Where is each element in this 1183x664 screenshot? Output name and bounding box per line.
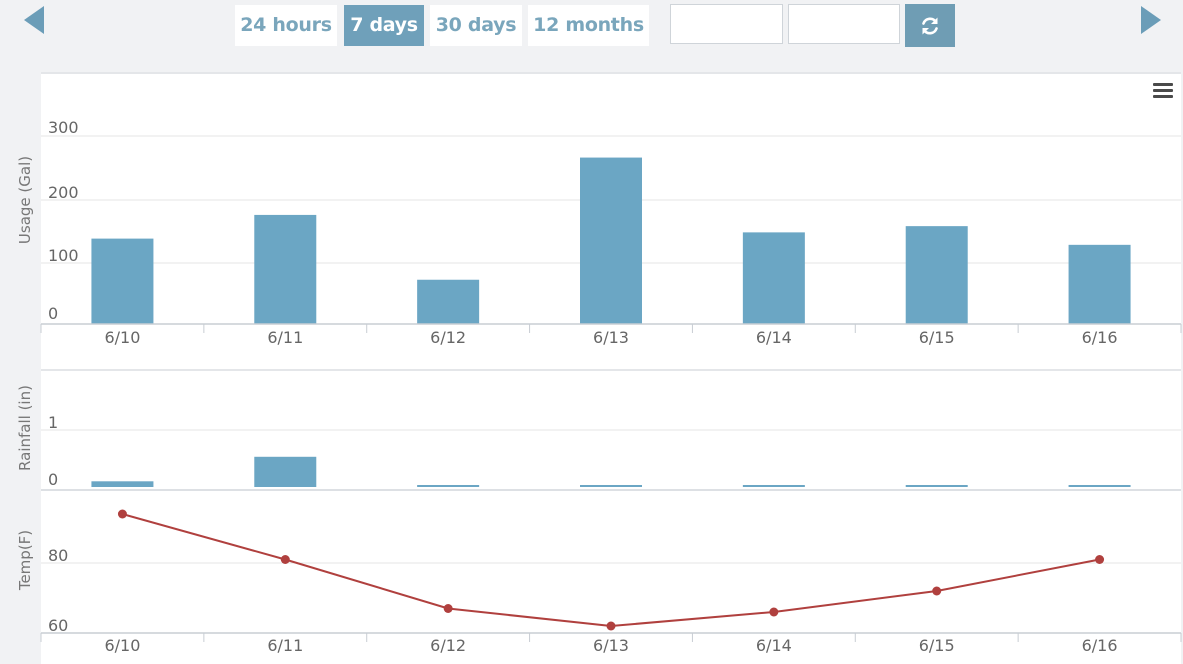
temp-point — [117, 509, 127, 519]
x-tick-label: 6/11 — [267, 328, 303, 347]
x-tick-label: 6/11 — [267, 636, 303, 655]
y-tick-label: 60 — [48, 616, 68, 635]
end-date-input[interactable] — [788, 4, 900, 44]
range-30-days-button[interactable]: 30 days — [430, 5, 522, 46]
range-12-months-button[interactable]: 12 months — [528, 5, 649, 46]
temp-point — [769, 607, 779, 617]
temp-point — [280, 555, 290, 564]
y-axis-label: Temp(F) — [16, 530, 34, 591]
x-tick-label: 6/14 — [756, 636, 792, 655]
y-tick-label: 200 — [48, 183, 79, 202]
next-period-icon[interactable] — [1141, 6, 1161, 34]
x-tick-label: 6/10 — [104, 636, 140, 655]
bar — [905, 226, 968, 324]
x-tick-label: 6/14 — [756, 328, 792, 347]
bar — [742, 232, 805, 324]
bar — [905, 485, 968, 487]
y-tick-label: 1 — [48, 413, 58, 432]
temp-point — [443, 604, 453, 613]
x-tick-label: 6/13 — [593, 636, 629, 655]
x-tick-label: 6/10 — [104, 328, 140, 347]
bar — [742, 485, 805, 487]
bar — [254, 214, 317, 324]
bar — [91, 481, 154, 487]
x-tick-label: 6/12 — [430, 328, 466, 347]
bar — [1068, 244, 1131, 324]
temp-point — [932, 586, 942, 596]
y-axis-label: Usage (Gal) — [16, 156, 34, 244]
temp-line — [122, 513, 1100, 628]
bar — [417, 485, 480, 487]
x-tick-label: 6/15 — [919, 636, 955, 655]
temp-point — [606, 621, 616, 631]
y-axis-label: Rainfall (in) — [16, 385, 34, 471]
y-tick-label: 0 — [48, 304, 58, 323]
bar — [254, 456, 317, 487]
y-tick-label: 300 — [48, 118, 79, 137]
start-date-input[interactable] — [670, 4, 783, 44]
y-tick-label: 0 — [48, 470, 58, 489]
x-tick-label: 6/12 — [430, 636, 466, 655]
range-7-days-button[interactable]: 7 days — [344, 5, 424, 46]
bar — [417, 279, 480, 324]
refresh-icon — [922, 17, 938, 35]
y-tick-label: 80 — [48, 546, 68, 565]
bar — [580, 485, 642, 487]
bar — [580, 157, 642, 324]
x-tick-label: 6/13 — [593, 328, 629, 347]
temp-point — [1095, 555, 1105, 564]
x-tick-label: 6/16 — [1082, 328, 1118, 347]
bar — [1068, 485, 1131, 487]
prev-period-icon[interactable] — [24, 6, 44, 34]
chart-menu-icon[interactable] — [1153, 83, 1173, 99]
bar — [91, 238, 154, 324]
range-24-hours-button[interactable]: 24 hours — [235, 5, 337, 46]
y-tick-label: 100 — [48, 246, 79, 265]
refresh-button[interactable] — [905, 4, 955, 47]
x-tick-label: 6/16 — [1082, 636, 1118, 655]
x-tick-label: 6/15 — [919, 328, 955, 347]
